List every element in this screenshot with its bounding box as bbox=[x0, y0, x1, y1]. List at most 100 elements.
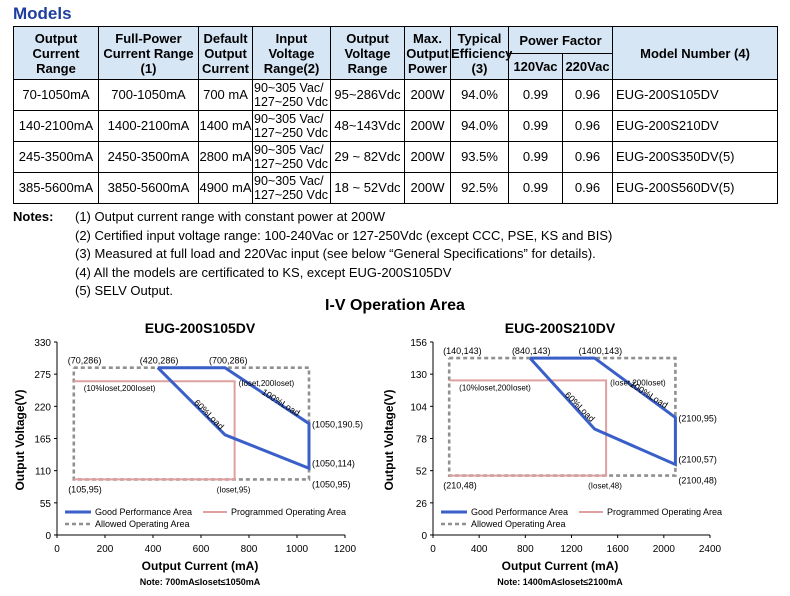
cell-model-number: EUG-200S350DV(5) bbox=[612, 141, 779, 173]
point-label: (105,95) bbox=[68, 484, 102, 494]
note-line: (2) Certified input voltage range: 100-2… bbox=[13, 227, 783, 246]
load-60-label: 60%Load bbox=[192, 398, 226, 432]
cell-output-voltage: 18 ~ 52Vdc bbox=[330, 172, 405, 204]
cell-pf-120: 0.99 bbox=[508, 172, 563, 204]
note-item: (4) All the models are certificated to K… bbox=[75, 264, 452, 280]
x-tick-label: 1600 bbox=[607, 544, 630, 555]
notes-label: Notes: bbox=[13, 209, 54, 224]
y-tick-label: 165 bbox=[34, 435, 51, 446]
cell-pf-120: 0.99 bbox=[508, 110, 563, 142]
y-tick-label: 0 bbox=[421, 531, 427, 542]
iv-chart-1: EUG-200S105DV 0 55 110 165 220 275 330 0 200 400 60… bbox=[13, 320, 363, 587]
cell-output-voltage: 48~143Vdc bbox=[330, 110, 405, 142]
cell-full-power: 700-1050mA bbox=[98, 79, 199, 111]
cell-pf-220: 0.96 bbox=[561, 79, 614, 111]
point-label: (1050,190.5) bbox=[312, 420, 363, 430]
col-model-number: Model Number (4) bbox=[612, 26, 779, 80]
note-item: (5) SELV Output. bbox=[75, 283, 174, 298]
vin-dc: 127~250 Vdc bbox=[254, 157, 329, 171]
legend-programmed-label: Programmed Operating Area bbox=[231, 507, 346, 517]
note-line: Notes: (1) Output current range with cons… bbox=[13, 208, 783, 227]
vin-dc: 127~250 Vdc bbox=[254, 95, 329, 109]
x-tick-label: 400 bbox=[471, 544, 488, 555]
cell-max-power: 200W bbox=[404, 172, 451, 204]
chart-note: Note: 700mA≤Ioset≤1050mA bbox=[140, 577, 261, 587]
y-axis-label: Output Voltage(V) bbox=[382, 389, 396, 490]
x-tick-label: 0 bbox=[430, 544, 436, 555]
col-pf-220vac: 220Vac bbox=[561, 53, 614, 80]
point-label: (10%Ioset,200Ioset) bbox=[84, 384, 156, 393]
cell-input-voltage: 90~305 Vac/127~250 Vdc bbox=[252, 79, 331, 111]
vin-dc: 127~250 Vdc bbox=[254, 188, 329, 202]
cell-max-power: 200W bbox=[404, 110, 451, 142]
vin-ac: 90~305 Vac/ bbox=[254, 81, 324, 95]
chart-title: EUG-200S210DV bbox=[505, 320, 616, 336]
y-tick-label: 156 bbox=[410, 338, 427, 349]
cell-output-voltage: 95~286Vdc bbox=[330, 79, 405, 111]
col-pf-120vac: 120Vac bbox=[508, 53, 563, 80]
cell-current-range: 70-1050mA bbox=[13, 79, 99, 111]
x-tick-label: 0 bbox=[54, 544, 60, 555]
cell-default-current: 700 mA bbox=[198, 79, 253, 111]
models-heading: Models bbox=[13, 4, 72, 23]
programmed-area-line bbox=[73, 380, 236, 481]
note-item: (3) Measured at full load and 220Vac inp… bbox=[75, 246, 596, 261]
allowed-area-line bbox=[447, 356, 677, 477]
col-output-voltage-range: Output Voltage Range bbox=[330, 26, 405, 80]
y-tick-label: 55 bbox=[40, 499, 52, 510]
x-tick-label: 1200 bbox=[560, 544, 583, 555]
col-typical-efficiency: Typical Efficiency (3) bbox=[450, 26, 512, 80]
x-tick-label: 1200 bbox=[334, 544, 357, 555]
load-60-label: 60%Load bbox=[563, 390, 597, 424]
cell-default-current: 1400 mA bbox=[198, 110, 253, 142]
cell-efficiency: 94.0% bbox=[450, 79, 509, 111]
point-label: (70,286) bbox=[68, 356, 102, 366]
cell-efficiency: 93.5% bbox=[450, 141, 509, 173]
x-tick-label: 800 bbox=[517, 544, 534, 555]
cell-model-number: EUG-200S560DV(5) bbox=[612, 172, 779, 204]
col-input-voltage-range: Input Voltage Range(2) bbox=[252, 26, 331, 80]
legend-good-label: Good Performance Area bbox=[471, 507, 568, 517]
y-tick-label: 130 bbox=[410, 370, 427, 381]
col-max-output-power: Max. Output Power bbox=[404, 26, 451, 80]
cell-current-range: 385-5600mA bbox=[13, 172, 99, 204]
y-tick-label: 104 bbox=[410, 402, 427, 413]
iv-chart-2: EUG-200S210DV 0 26 52 78 104 130 156 0 400 800 1200… bbox=[382, 320, 722, 587]
cell-model-number: EUG-200S105DV bbox=[612, 79, 779, 111]
point-label: (Ioset,48) bbox=[588, 482, 622, 491]
note-item: (1) Output current range with constant p… bbox=[75, 209, 385, 224]
vin-ac: 90~305 Vac/ bbox=[254, 143, 324, 157]
notes: Notes: (1) Output current range with cons… bbox=[13, 208, 783, 301]
x-tick-label: 2000 bbox=[653, 544, 676, 555]
y-tick-label: 52 bbox=[416, 467, 428, 478]
x-axis-label: Output Current (mA) bbox=[502, 559, 619, 573]
x-tick-label: 400 bbox=[145, 544, 162, 555]
models-table: Output Current Range Full-Power Current … bbox=[13, 26, 779, 204]
cell-efficiency: 94.0% bbox=[450, 110, 509, 142]
col-default-output-current: Default Output Current bbox=[198, 26, 253, 80]
table-row: 140-2100mA 1400-2100mA 1400 mA 90~305 Va… bbox=[13, 110, 779, 142]
cell-input-voltage: 90~305 Vac/127~250 Vdc bbox=[252, 172, 331, 204]
table-row: 70-1050mA 700-1050mA 700 mA 90~305 Vac/1… bbox=[13, 79, 779, 111]
x-tick-label: 600 bbox=[193, 544, 210, 555]
point-label: (Ioset,200Ioset) bbox=[610, 378, 666, 387]
vin-ac: 90~305 Vac/ bbox=[254, 112, 324, 126]
point-label: (700,286) bbox=[209, 356, 248, 366]
allowed-area-line bbox=[72, 366, 311, 481]
x-tick-label: 200 bbox=[97, 544, 114, 555]
good-performance-line bbox=[528, 356, 677, 467]
x-axis-label: Output Current (mA) bbox=[142, 559, 259, 573]
load-100-label: 100%Load bbox=[260, 387, 302, 418]
cell-pf-220: 0.96 bbox=[561, 110, 614, 142]
iv-operation-title: I-V Operation Area bbox=[325, 297, 465, 314]
note-line: (4) All the models are certificated to K… bbox=[13, 264, 783, 283]
point-label: (1050,95) bbox=[312, 479, 351, 489]
cell-full-power: 3850-5600mA bbox=[98, 172, 199, 204]
point-label: (210,48) bbox=[443, 481, 477, 491]
y-tick-label: 330 bbox=[34, 338, 51, 349]
y-tick-label: 275 bbox=[34, 370, 51, 381]
vin-ac: 90~305 Vac/ bbox=[254, 174, 324, 188]
point-label: (2100,48) bbox=[678, 476, 717, 486]
point-label: (2100,57) bbox=[678, 454, 717, 464]
y-tick-label: 78 bbox=[416, 435, 428, 446]
